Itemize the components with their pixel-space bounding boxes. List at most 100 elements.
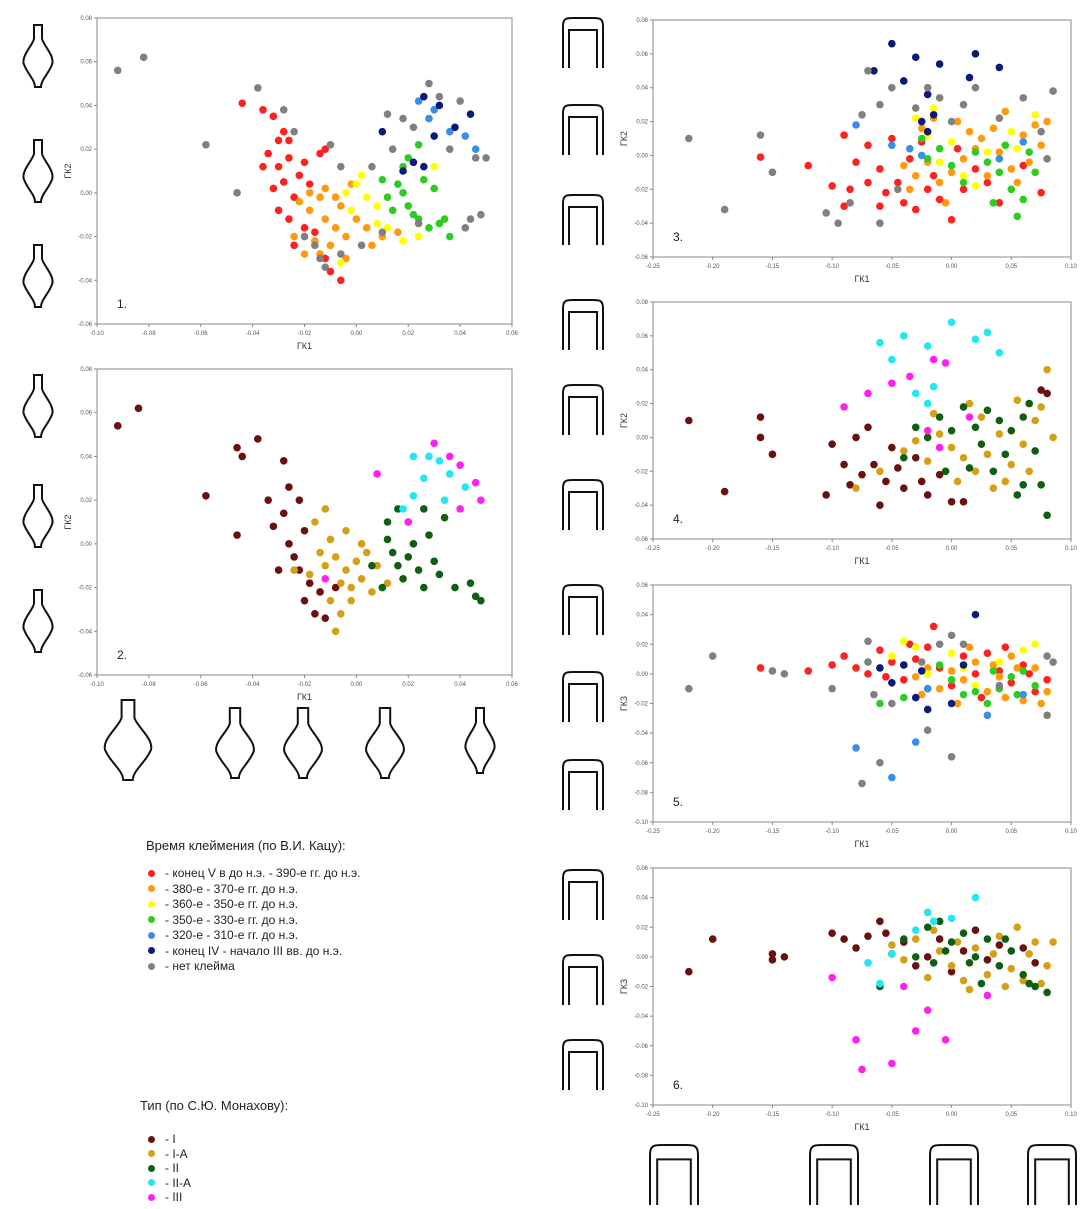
scatter-point-gray	[995, 114, 1004, 122]
y-tick-label: -0.06	[78, 673, 92, 679]
scatter-point-gold	[900, 956, 908, 964]
y-tick-label: 0.02	[636, 925, 648, 931]
scatter-point-green	[989, 667, 998, 675]
scatter-point-magenta	[456, 505, 464, 513]
scatter-point-orange	[331, 224, 340, 232]
scatter-point-maroon	[311, 610, 319, 618]
scatter-point-navy	[451, 123, 459, 132]
scatter-point-red	[911, 655, 920, 663]
legend-color-dot	[148, 947, 155, 954]
x-axis-label: ГК1	[854, 1122, 869, 1132]
scatter-point-orange	[1043, 117, 1051, 126]
scatter-point-orange	[1001, 107, 1010, 116]
scatter-point-red	[300, 158, 309, 167]
x-tick-label: 0.04	[454, 331, 466, 337]
scatter-point-green	[935, 144, 944, 153]
scatter-point-red	[935, 195, 944, 204]
amphora-outline-icon	[22, 139, 54, 203]
scatter-point-dkgreen	[383, 518, 392, 526]
scatter-point-yellow	[959, 171, 968, 180]
scatter-point-maroon	[316, 588, 324, 596]
scatter-point-cyan	[888, 950, 896, 958]
scatter-point-green	[876, 699, 884, 708]
x-tick-label: -0.10	[90, 682, 104, 688]
scatter-point-dkgreen	[1019, 481, 1028, 489]
scatter-point-navy	[971, 610, 980, 619]
scatter-point-maroon	[685, 416, 693, 425]
x-tick-label: -0.10	[90, 331, 104, 337]
scatter-point-dkgreen	[1019, 970, 1028, 979]
scatter-point-maroon	[264, 496, 272, 504]
amphora-neck-outline-icon	[562, 194, 604, 245]
amphora-neck-outline-icon	[562, 759, 604, 810]
legend-label: - конец IV - начало III вв. до н.э.	[165, 943, 343, 958]
scatter-point-maroon	[331, 583, 340, 592]
scatter-point-maroon	[290, 553, 298, 561]
scatter-point-yellow	[352, 180, 361, 188]
x-tick-label: 0.00	[946, 1112, 958, 1118]
scatter-point-magenta	[941, 1036, 950, 1044]
scatter-point-maroon	[840, 935, 848, 943]
x-tick-label: -0.06	[194, 331, 208, 337]
scatter-point-red	[947, 215, 956, 224]
scatter-point-gray	[720, 205, 729, 214]
scatter-point-gray	[858, 111, 866, 119]
scatter-point-dkgreen	[404, 553, 413, 561]
scatter-point-gold	[1025, 467, 1033, 476]
scatter-point-gold	[959, 976, 968, 985]
scatter-point-maroon	[900, 484, 908, 493]
scatter-point-gold	[977, 413, 986, 421]
scatter-point-yellow	[1019, 646, 1028, 654]
legend-color-dot	[148, 1150, 155, 1157]
y-tick-label: -0.08	[634, 1073, 648, 1079]
legend-label: - нет клейма	[165, 959, 235, 973]
scatter-point-red	[971, 670, 980, 678]
legend-time-title: Время клеймения (по В.И. Кацу):	[146, 838, 346, 853]
vessel-outline-drawings	[22, 17, 1077, 1205]
scatter-point-gray	[477, 210, 485, 219]
scatter-point-red	[828, 661, 836, 669]
amphora-neck-outline-icon	[1027, 1144, 1077, 1205]
scatter-point-gold	[1007, 460, 1016, 469]
scatter-point-yellow	[1007, 127, 1016, 136]
scatter-point-gold	[971, 467, 980, 476]
y-tick-label: 0.00	[636, 435, 648, 441]
y-tick-label: 0.08	[636, 300, 648, 306]
scatter-point-gray	[846, 199, 854, 207]
scatter-point-dkgreen	[900, 453, 908, 462]
scatter-point-magenta	[852, 1036, 860, 1044]
scatter-point-green	[383, 193, 392, 202]
x-tick-label: -0.10	[825, 546, 839, 552]
scatter-point-red	[983, 178, 992, 187]
scatter-point-cyan	[971, 893, 980, 902]
amphora-neck-outline-icon	[929, 1144, 979, 1205]
legend-label: - II-A	[165, 1175, 191, 1190]
scatter-point-cyan	[900, 332, 908, 340]
scatter-point-maroon	[202, 491, 210, 500]
x-tick-label: -0.15	[766, 829, 780, 835]
scatter-point-navy	[971, 50, 980, 58]
scatter-point-gray	[461, 224, 470, 232]
scatter-point-orange	[1001, 693, 1010, 702]
scatter-point-yellow	[888, 652, 896, 660]
scatter-point-maroon	[233, 531, 241, 539]
scatter-point-red	[905, 155, 914, 163]
scatter-point-orange	[900, 161, 908, 170]
scatter-point-gray	[1043, 652, 1051, 660]
scatter-point-gold	[290, 566, 298, 574]
scatter-point-red	[852, 158, 860, 166]
scatter-point-gold	[1013, 923, 1022, 932]
scatter-point-dkgreen	[425, 531, 433, 539]
scatter-point-yellow	[383, 224, 392, 232]
amphora-neck-outline-icon	[562, 17, 604, 68]
scatter-point-green	[947, 676, 956, 684]
scatter-point-dkgreen	[983, 935, 992, 943]
legend-item: - I-A	[148, 1147, 188, 1161]
scatter-point-green	[445, 232, 454, 241]
legend-label: - I	[165, 1132, 176, 1146]
scatter-point-red	[269, 112, 278, 121]
scatter-point-gray	[383, 110, 392, 118]
scatter-point-red	[274, 136, 283, 145]
scatter-point-magenta	[923, 426, 932, 435]
scatter-point-gold	[935, 430, 944, 438]
